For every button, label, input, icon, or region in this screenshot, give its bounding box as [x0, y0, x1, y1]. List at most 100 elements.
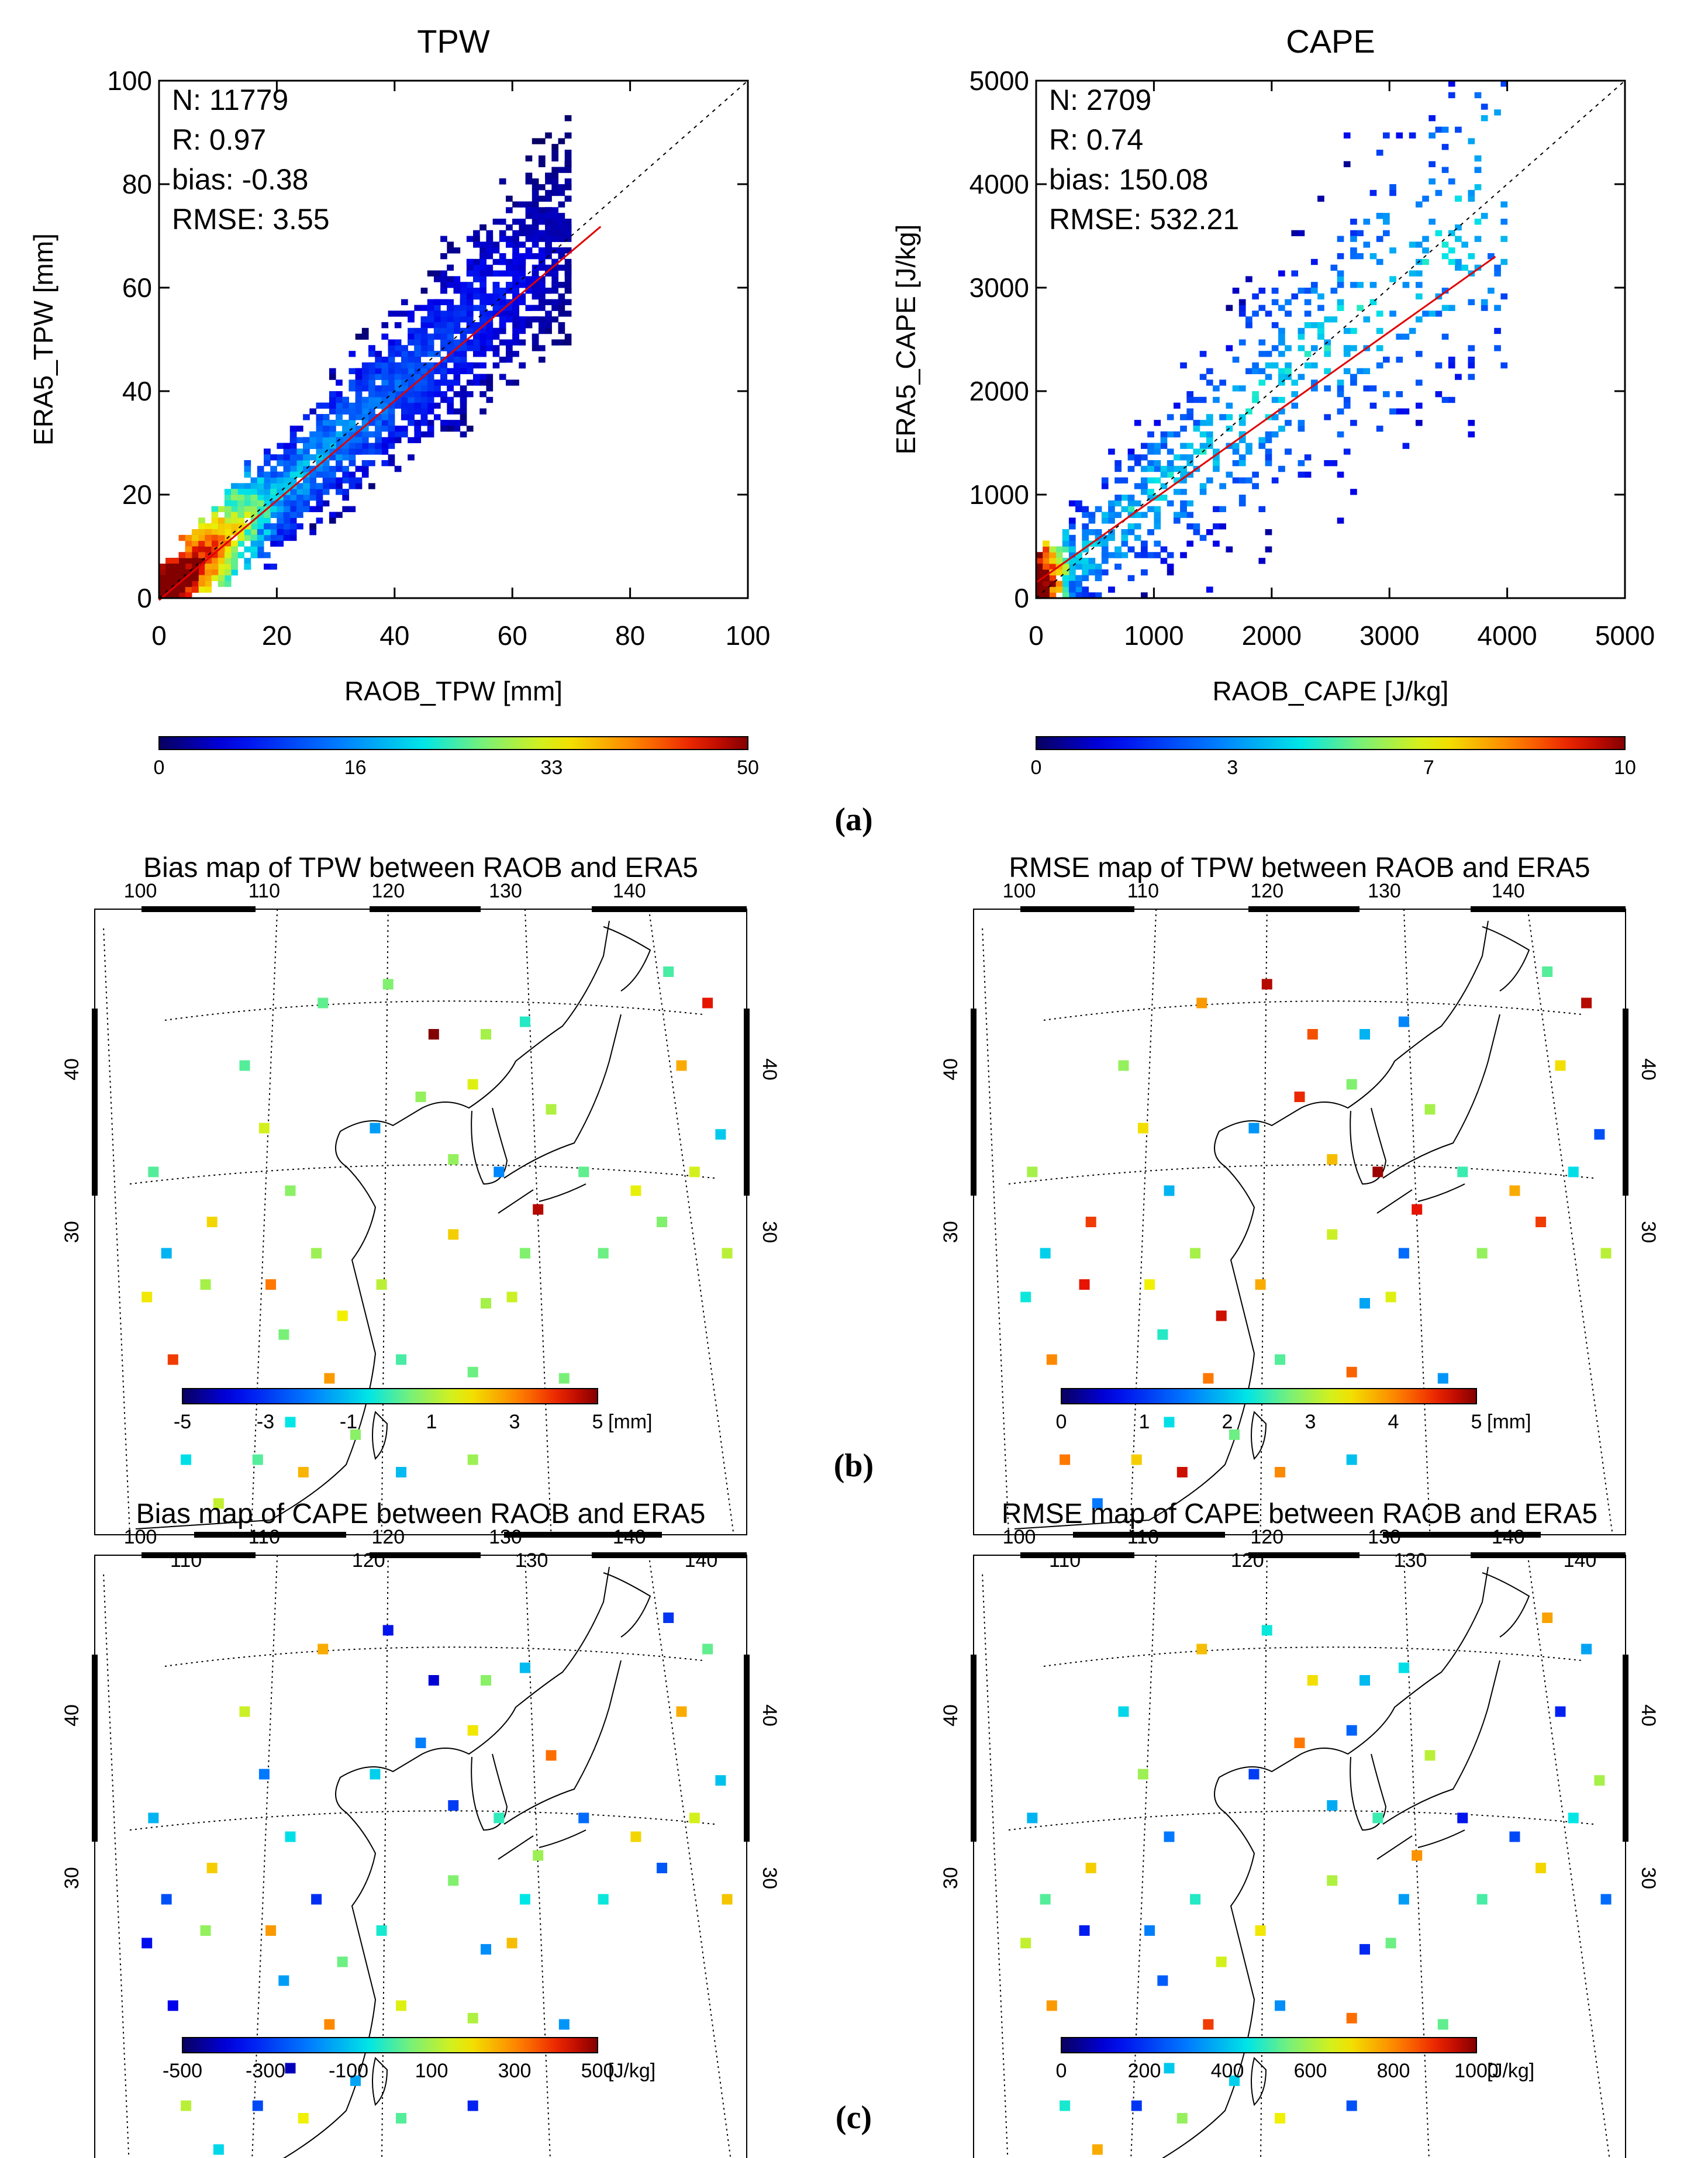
density-cell: [1238, 299, 1246, 305]
density-cell: [558, 293, 565, 300]
density-cell: [1298, 460, 1305, 467]
density-cell: [1206, 529, 1213, 536]
station-marker: [1385, 1938, 1396, 1949]
density-cell: [1357, 305, 1364, 311]
graticule-line: [250, 909, 278, 1535]
station-marker: [1137, 1769, 1148, 1780]
density-cell: [466, 293, 474, 300]
density-cell: [1134, 512, 1141, 518]
density-cell: [525, 247, 533, 254]
density-cell: [218, 552, 225, 558]
density-cell: [460, 282, 467, 288]
density-cell: [1265, 460, 1272, 467]
density-cell: [368, 448, 375, 455]
station-marker: [689, 1812, 700, 1824]
density-cell: [303, 414, 310, 420]
density-cell: [466, 368, 474, 374]
density-cell: [185, 540, 192, 547]
density-cell: [1271, 288, 1279, 294]
lon-label-top: 100: [124, 880, 157, 902]
density-cell: [447, 333, 454, 340]
density-cell: [178, 564, 186, 570]
density-cell: [1415, 201, 1423, 208]
density-cell: [538, 327, 546, 334]
density-cell: [1186, 471, 1194, 478]
density-cell: [1337, 379, 1344, 386]
map-title: RMSE map of CAPE between RAOB and ERA5: [1002, 1498, 1597, 1529]
density-cell: [492, 310, 500, 317]
density-cell: [558, 219, 565, 225]
density-cell: [1428, 115, 1436, 122]
density-cell: [479, 282, 486, 288]
density-cell: [1474, 92, 1482, 98]
density-cell: [1376, 426, 1383, 432]
density-cell: [1167, 564, 1174, 570]
colorbar-cape_scatter: 0 3 7 10: [1031, 736, 1636, 779]
density-cell: [414, 379, 422, 386]
station-marker: [1555, 1060, 1566, 1071]
density-cell: [486, 253, 494, 260]
density-cell: [440, 282, 447, 288]
density-cell: [355, 443, 363, 449]
density-cell: [1193, 420, 1200, 426]
density-cell: [1350, 374, 1357, 380]
density-cell: [1252, 483, 1259, 489]
density-cell: [231, 512, 238, 518]
station-marker: [1294, 1738, 1305, 1748]
y-axis-label: ERA5_CAPE [J/kg]: [891, 225, 921, 455]
station-marker: [1398, 1248, 1409, 1259]
density-cell: [1252, 368, 1259, 374]
x-tick-label: 3000: [1360, 620, 1419, 651]
colorbar-tick-label: 7: [1423, 757, 1434, 779]
density-cell: [420, 396, 428, 403]
density-cell: [453, 362, 461, 369]
density-cell: [1298, 471, 1305, 478]
density-cell: [257, 483, 264, 489]
density-cell: [264, 564, 271, 570]
density-cell: [296, 523, 303, 530]
density-cell: [1258, 351, 1266, 357]
density-cell: [532, 270, 539, 277]
density-cell: [1245, 477, 1252, 484]
density-cell: [381, 396, 389, 403]
density-cell: [355, 414, 363, 420]
density-cell: [447, 264, 454, 271]
density-cell: [447, 379, 454, 386]
density-cell: [538, 305, 546, 311]
station-marker: [200, 1279, 211, 1290]
station-marker: [533, 1850, 544, 1861]
density-cell: [1428, 178, 1436, 185]
density-cell: [479, 270, 486, 277]
density-cell: [309, 483, 317, 489]
density-cell: [375, 351, 382, 357]
density-cell: [1154, 477, 1161, 484]
density-cell: [1278, 426, 1285, 432]
density-cell: [1468, 362, 1475, 369]
density-cell: [322, 402, 330, 409]
station-marker: [1346, 1454, 1357, 1465]
density-cell: [1141, 489, 1148, 495]
density-cell: [342, 443, 349, 449]
density-cell: [551, 288, 559, 294]
density-cell: [178, 558, 186, 564]
density-cell: [506, 310, 513, 317]
density-cell: [224, 517, 232, 524]
density-cell: [453, 374, 461, 380]
density-cell: [296, 500, 303, 507]
density-cell: [1265, 431, 1272, 438]
colorbar-tick-label: 1: [426, 1411, 437, 1433]
density-cell: [191, 569, 199, 576]
density-cell: [336, 443, 343, 449]
density-cell: [1245, 443, 1252, 449]
density-cell: [551, 339, 559, 346]
density-cell: [492, 241, 500, 248]
density-cell: [1415, 420, 1423, 426]
density-cell: [532, 316, 539, 323]
density-cell: [447, 276, 454, 282]
density-cell: [525, 322, 533, 329]
density-cell: [342, 437, 349, 443]
density-cell: [303, 448, 310, 455]
density-cell: [1415, 379, 1423, 386]
density-cell: [1082, 569, 1089, 576]
density-cell: [250, 540, 258, 547]
